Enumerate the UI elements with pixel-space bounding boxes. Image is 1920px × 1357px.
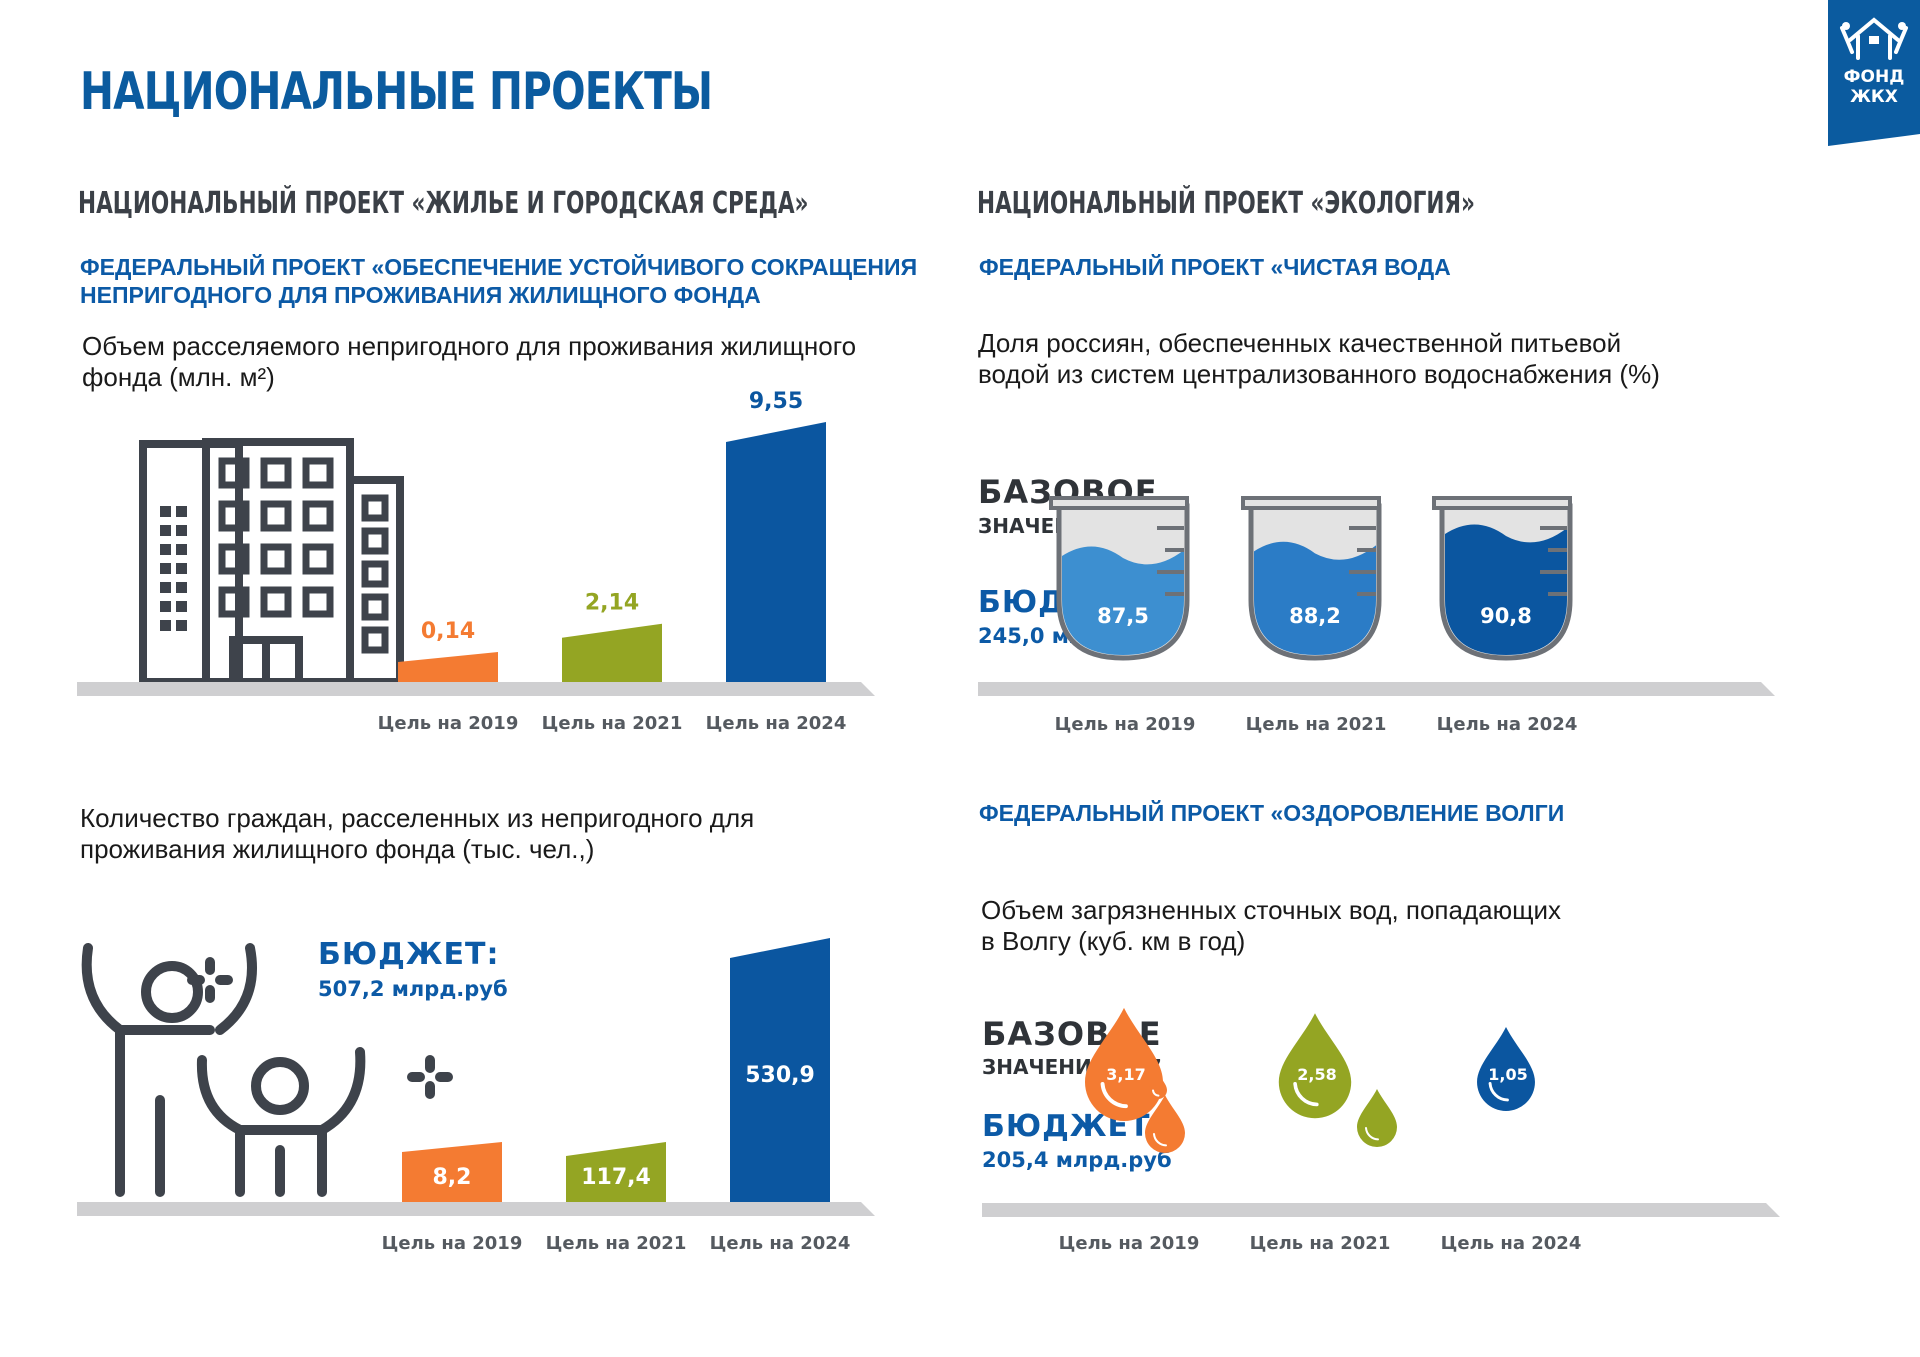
x-tick-label: Цель на 2019 (378, 713, 519, 734)
chart3-desc-line2: водой из систем централизованного водосн… (978, 359, 1660, 389)
chart3-desc-line1: Доля россиян, обеспеченных качественной … (978, 328, 1622, 358)
federal-project-housing-line2: НЕПРИГОДНОГО ДЛЯ ПРОЖИВАНИЯ ЖИЛИЩНОГО ФО… (80, 282, 761, 308)
chart-volga-wastewater: 3,17 2,58 1,05 Цель на 2019 Цель на 2021 Цель… (982, 1007, 1780, 1254)
x-tick-label: Цель на 2024 (1437, 714, 1578, 735)
chart2-description: Количество граждан, расселенных из непри… (80, 803, 754, 865)
bar-value-label: 2,14 (585, 591, 639, 616)
bar-value-label: 8,2 (433, 1165, 472, 1190)
x-tick-label: Цель на 2024 (706, 713, 847, 734)
x-tick-label: Цель на 2019 (1059, 1233, 1200, 1254)
chart-floor (982, 1203, 1780, 1217)
chart1-desc-line2: фонда (млн. м²) (82, 362, 275, 392)
x-tick-label: Цель на 2021 (542, 713, 683, 734)
chart-floor (978, 682, 1775, 696)
bar-value-label: 9,55 (749, 389, 803, 414)
bar (402, 1142, 502, 1202)
chart-resettled-citizens: 8,2 117,4 530,9 Цель на 2019 Цель на 2021 Цел… (77, 938, 875, 1254)
national-project-housing-title: НАЦИОНАЛЬНЫЙ ПРОЕКТ «ЖИЛЬЕ И ГОРОДСКАЯ С… (78, 186, 809, 221)
bar-value-label: 117,4 (581, 1165, 651, 1190)
bar (566, 1142, 666, 1202)
page-title: НАЦИОНАЛЬНЫЕ ПРОЕКТЫ (80, 62, 713, 122)
building-window-grid (218, 457, 389, 654)
beaker-value-label: 87,5 (1097, 604, 1149, 628)
x-tick-label: Цель на 2024 (710, 1233, 851, 1254)
x-tick-label: Цель на 2019 (1055, 714, 1196, 735)
x-tick-label: Цель на 2021 (1246, 714, 1387, 735)
federal-project-housing-line1: ФЕДЕРАЛЬНЫЙ ПРОЕКТ «ОБЕСПЕЧЕНИЕ УСТОЙЧИВ… (80, 254, 918, 280)
apartment-building-icon (139, 438, 404, 686)
housing-budget-value: 507,2 млрд.руб (318, 977, 508, 1001)
chart-housing-volume: 0,14 2,14 9,55 Цель на 2019 Цель на 2021 Цель… (77, 389, 875, 734)
chart1-desc-line1: Объем расселяемого непригодного для прож… (82, 331, 857, 361)
x-tick-label: Цель на 2024 (1441, 1233, 1582, 1254)
x-tick-label: Цель на 2021 (1250, 1233, 1391, 1254)
building-windows (160, 506, 187, 631)
chart-clean-water: 87,5 88,2 90,8 Цель на 2019 Цель на 2021 Цель… (978, 496, 1775, 735)
beaker-value-label: 88,2 (1289, 604, 1341, 628)
fond-zhkh-logo: ФОНД ЖКХ (1828, 0, 1920, 146)
bar (562, 623, 662, 682)
x-tick-label: Цель на 2021 (546, 1233, 687, 1254)
x-tick-label: Цель на 2019 (382, 1233, 523, 1254)
volga-budget-value: 205,4 млрд.руб (982, 1148, 1172, 1172)
chart4-desc-line2: в Волгу (куб. км в год) (981, 926, 1246, 956)
beaker-value-label: 90,8 (1480, 604, 1532, 628)
chart-floor (77, 1202, 875, 1216)
federal-project-housing-title: ФЕДЕРАЛЬНЫЙ ПРОЕКТ «ОБЕСПЕЧЕНИЕ УСТОЙЧИВ… (80, 253, 917, 309)
drop-value-label: 2,58 (1297, 1065, 1336, 1084)
bar (730, 938, 830, 1202)
federal-project-volga-title: ФЕДЕРАЛЬНЫЙ ПРОЕКТ «ОЗДОРОВЛЕНИЕ ВОЛГИ (979, 800, 1565, 826)
chart-floor (77, 682, 875, 696)
drop-value-label: 3,17 (1106, 1065, 1145, 1084)
people-celebrating-icon (81, 943, 453, 1197)
bar-value-label: 0,14 (421, 619, 475, 644)
beaker-icon (1049, 496, 1190, 661)
bar (398, 652, 498, 682)
small-drop-icon (1357, 1089, 1397, 1147)
federal-project-water-title: ФЕДЕРАЛЬНЫЙ ПРОЕКТ «ЧИСТАЯ ВОДА (979, 254, 1451, 280)
logo-line2: ЖКХ (1850, 87, 1898, 107)
national-project-ecology-title: НАЦИОНАЛЬНЫЙ ПРОЕКТ «ЭКОЛОГИЯ» (977, 186, 1476, 221)
beaker-icon (1432, 496, 1573, 661)
chart4-description: Объем загрязненных сточных вод, попадающ… (981, 895, 1561, 957)
chart4-desc-line1: Объем загрязненных сточных вод, попадающ… (981, 895, 1562, 925)
chart1-description: Объем расселяемого непригодного для прож… (82, 331, 856, 393)
logo-line1: ФОНД (1844, 67, 1905, 87)
drop-value-label: 1,05 (1488, 1065, 1527, 1084)
bar-value-label: 530,9 (745, 1063, 815, 1088)
beaker-icon (1241, 496, 1382, 661)
chart2-desc-line2: проживания жилищного фонда (тыс. чел.,) (80, 834, 595, 864)
chart2-desc-line1: Количество граждан, расселенных из непри… (80, 803, 755, 833)
housing-budget-label: БЮДЖЕТ: (318, 937, 500, 972)
bar (726, 422, 826, 682)
chart3-description: Доля россиян, обеспеченных качественной … (978, 328, 1660, 390)
